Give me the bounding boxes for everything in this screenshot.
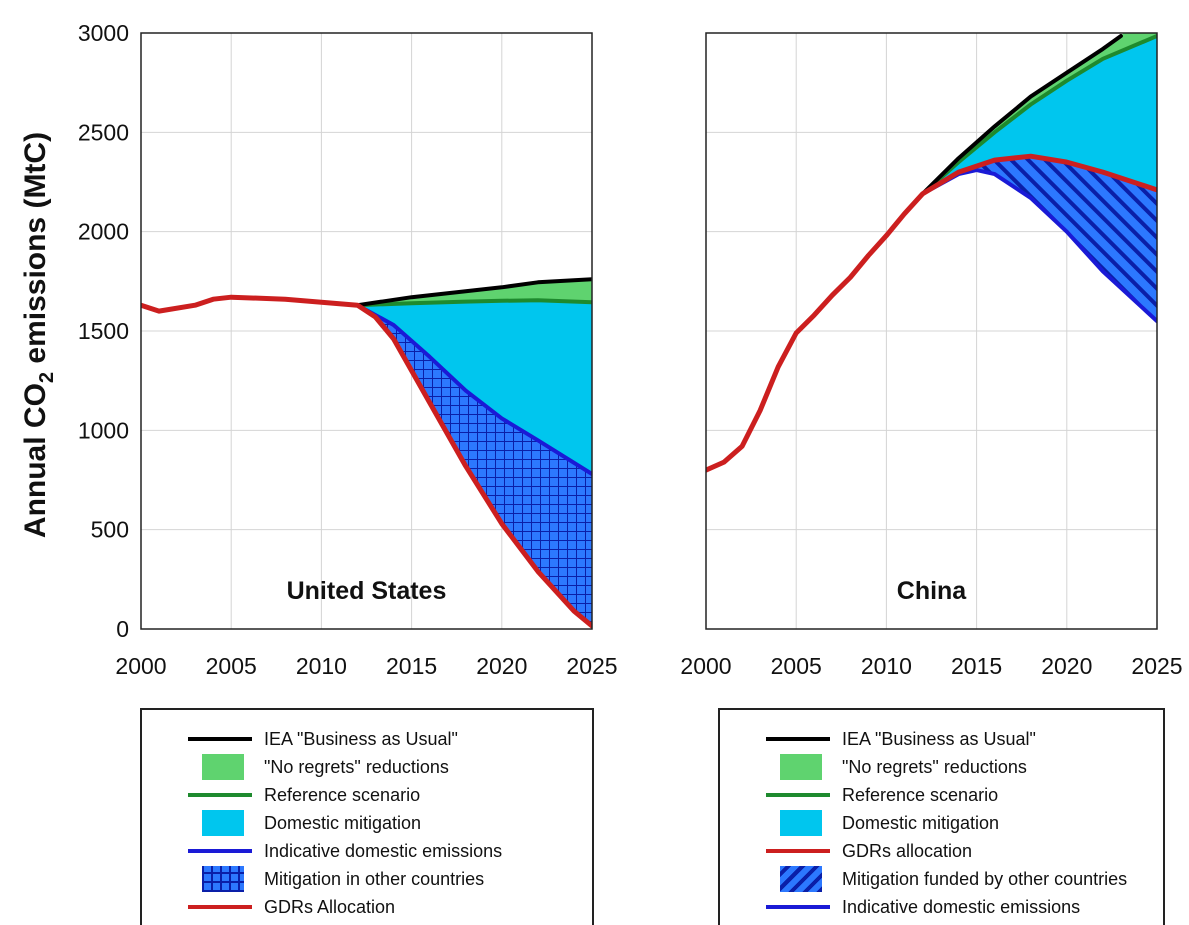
y-tick-label: 3000: [78, 20, 129, 46]
legend-label: "No regrets" reductions: [264, 757, 449, 777]
y-axis-label-subscript: 2: [36, 372, 58, 383]
y-tick-label: 2500: [78, 119, 129, 145]
legend-item: GDRs allocation: [720, 838, 1163, 864]
legend-item: Reference scenario: [720, 782, 1163, 808]
y-tick-label: 2000: [78, 219, 129, 245]
reference-scenario-line: [355, 298, 592, 308]
legend-label: IEA "Business as Usual": [842, 729, 1036, 749]
legend-label: Indicative domestic emissions: [842, 897, 1081, 917]
reference-scenario-line: [920, 34, 1157, 196]
x-tick-label: 2005: [771, 653, 822, 679]
panel-title: China: [897, 577, 968, 605]
legend-swatch: [766, 754, 830, 780]
legend-label: IEA "Business as Usual": [264, 729, 458, 749]
x-tick-label: 2000: [115, 653, 166, 679]
legend-label: "No regrets" reductions: [842, 757, 1027, 777]
legend-label: Mitigation funded by other countries: [842, 869, 1128, 889]
legend-swatch: [766, 894, 830, 920]
gdrs-allocation-line: [706, 153, 1157, 473]
x-tick-label: 2020: [476, 653, 527, 679]
legend-label: Mitigation in other countries: [264, 869, 485, 889]
legend-swatch: [188, 782, 252, 808]
legend-item: IEA "Business as Usual": [720, 726, 1163, 752]
y-tick-label: 1000: [78, 417, 129, 443]
us-legend: IEA "Business as Usual" "No regrets" redu…: [140, 708, 594, 925]
legend-item: Mitigation in other countries: [142, 866, 592, 892]
gdrs-allocation-line: [141, 294, 592, 629]
legend-label: Domestic mitigation: [264, 813, 422, 833]
legend-item: Indicative domestic emissions: [720, 894, 1163, 920]
legend-swatch: [188, 894, 252, 920]
x-tick-label: 2010: [861, 653, 912, 679]
mitigation-other-countries-area: [357, 305, 592, 626]
legend-label: Reference scenario: [264, 785, 421, 805]
x-tick-label: 2010: [296, 653, 347, 679]
us-chart-panel: 2000 2005 2010 2015 2020 2025 0 500 1000 1500 2000…: [78, 20, 618, 679]
legend-item: Indicative domestic emissions: [142, 838, 592, 864]
indicative-domestic-emissions-line: [355, 303, 592, 476]
legend-swatch: [188, 866, 252, 892]
x-tick-label: 2000: [680, 653, 731, 679]
legend-item: IEA "Business as Usual": [142, 726, 592, 752]
plot-frame: [140, 32, 593, 630]
legend-label: GDRs allocation: [842, 841, 973, 861]
legend-item: Domestic mitigation: [720, 810, 1163, 836]
legend-label: Indicative domestic emissions: [264, 841, 503, 861]
legend-item: GDRs Allocation: [142, 894, 592, 920]
legend-item: Domestic mitigation: [142, 810, 592, 836]
bau-line: [355, 277, 592, 308]
legend-swatch: [188, 810, 252, 836]
x-tick-label: 2015: [951, 653, 1002, 679]
x-tick-label: 2025: [1131, 653, 1182, 679]
mitigation-funded-area: [922, 156, 1157, 322]
x-tick-label: 2020: [1041, 653, 1092, 679]
china-chart-panel: 2000 2005 2010 2015 2020 2025 China: [680, 32, 1183, 679]
legend-swatch: [188, 726, 252, 752]
legend-item: Reference scenario: [142, 782, 592, 808]
legend-swatch: [766, 782, 830, 808]
legend-swatch: [766, 810, 830, 836]
legend-swatch: [766, 866, 830, 892]
y-axis-label: Annual CO2 emissions (MtC): [19, 132, 58, 538]
x-tick-label: 2005: [206, 653, 257, 679]
legend-item: "No regrets" reductions: [142, 754, 592, 780]
plot-frame: [705, 32, 1158, 630]
legend-swatch: [766, 838, 830, 864]
y-tick-label: 0: [116, 616, 129, 642]
legend-label: Domestic mitigation: [842, 813, 1000, 833]
y-tick-label: 500: [91, 517, 129, 543]
y-tick-label: 1500: [78, 318, 129, 344]
x-tick-label: 2015: [386, 653, 437, 679]
legend-item: "No regrets" reductions: [720, 754, 1163, 780]
x-tick-label: 2025: [566, 653, 617, 679]
legend-label: Reference scenario: [842, 785, 999, 805]
panel-title: United States: [287, 577, 447, 605]
legend-item: Mitigation funded by other countries: [720, 866, 1163, 892]
legend-swatch: [766, 726, 830, 752]
legend-swatch: [188, 838, 252, 864]
bau-line: [920, 34, 1123, 196]
legend-swatch: [188, 754, 252, 780]
china-legend: IEA "Business as Usual" "No regrets" redu…: [718, 708, 1165, 925]
legend-label: GDRs Allocation: [264, 897, 396, 917]
